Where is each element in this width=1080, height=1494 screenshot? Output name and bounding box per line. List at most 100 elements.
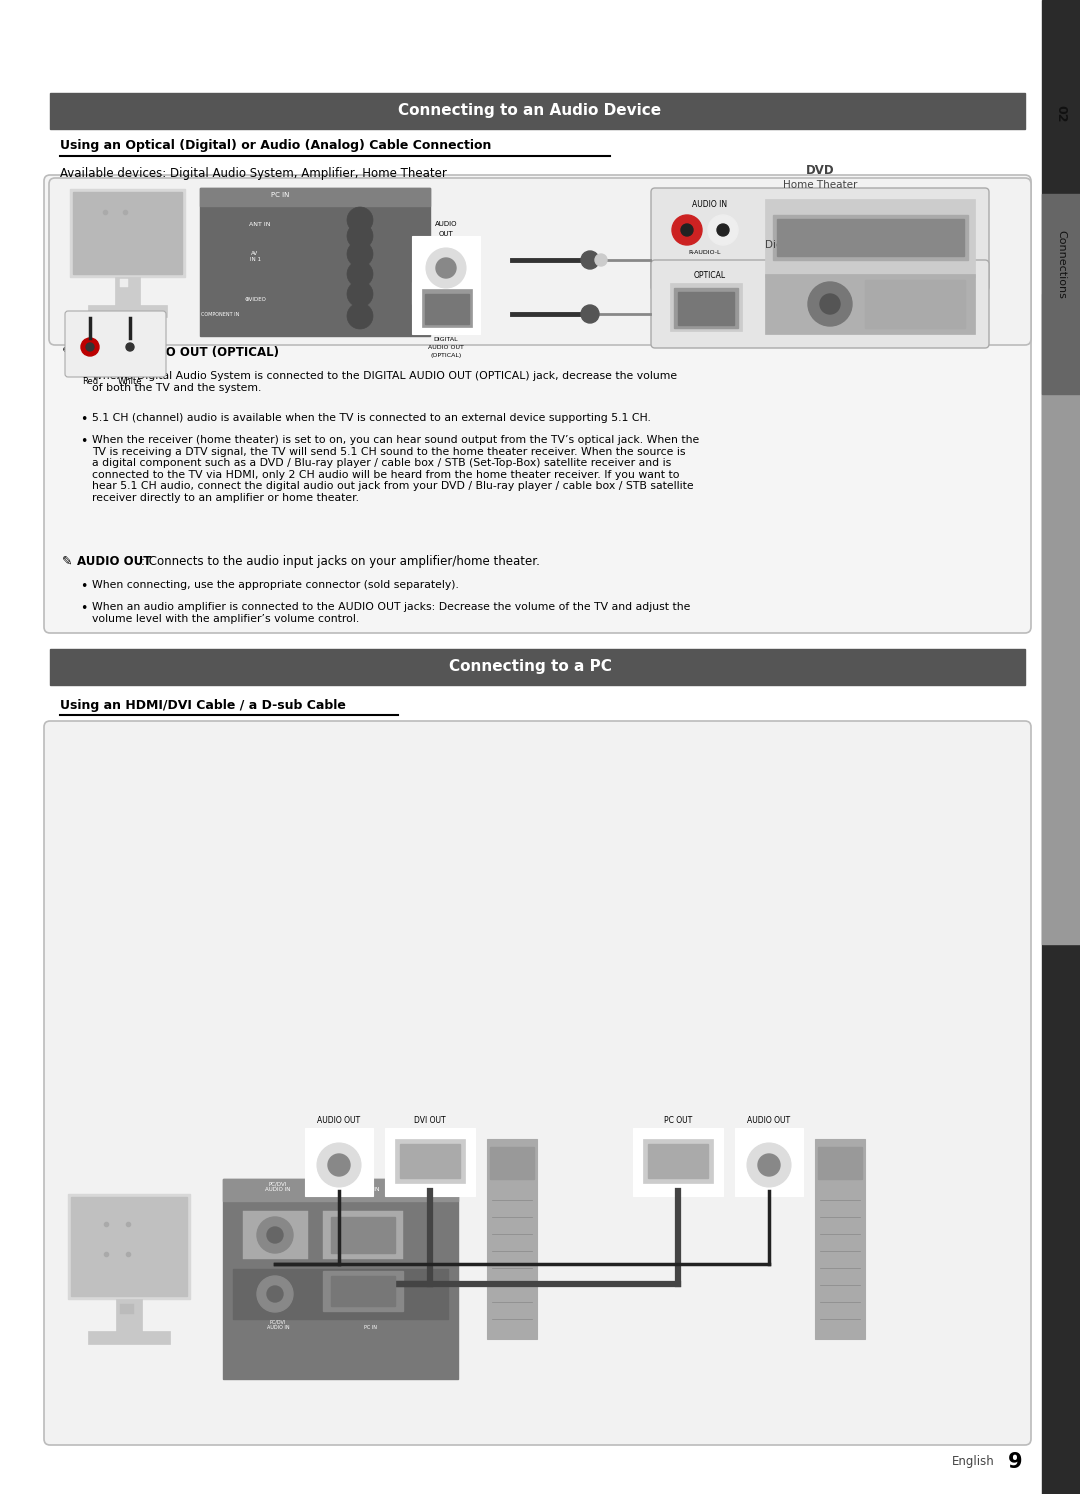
Bar xyxy=(818,1147,862,1179)
Bar xyxy=(487,1138,537,1339)
Text: 5.1 CH (channel) audio is available when the TV is connected to an external devi: 5.1 CH (channel) audio is available when… xyxy=(92,412,651,423)
FancyBboxPatch shape xyxy=(49,178,1031,345)
Text: AUDIO OUT: AUDIO OUT xyxy=(77,554,151,568)
Text: Connecting to an Audio Device: Connecting to an Audio Device xyxy=(399,103,662,118)
Bar xyxy=(120,1304,134,1315)
Circle shape xyxy=(747,1143,791,1188)
Circle shape xyxy=(347,223,373,249)
Text: Red: Red xyxy=(82,376,98,385)
Bar xyxy=(222,1179,458,1379)
Circle shape xyxy=(267,1227,283,1243)
Circle shape xyxy=(347,303,373,329)
Bar xyxy=(305,1128,373,1197)
Text: Using an Optical (Digital) or Audio (Analog) Cable Connection: Using an Optical (Digital) or Audio (Ana… xyxy=(60,139,491,152)
Bar xyxy=(116,1298,141,1333)
FancyBboxPatch shape xyxy=(651,260,989,348)
Bar xyxy=(865,279,966,329)
Circle shape xyxy=(347,208,373,233)
Text: When a Digital Audio System is connected to the DIGITAL AUDIO OUT (OPTICAL) jack: When a Digital Audio System is connected… xyxy=(92,371,677,393)
Bar xyxy=(678,291,734,326)
Bar xyxy=(735,1128,804,1197)
Text: White: White xyxy=(118,376,143,385)
Text: PC OUT: PC OUT xyxy=(664,1116,692,1125)
Bar xyxy=(87,305,167,317)
Text: AUDIO IN: AUDIO IN xyxy=(692,200,728,209)
Bar xyxy=(200,188,430,206)
Text: PC IN: PC IN xyxy=(365,1325,378,1330)
Text: Connecting to a PC: Connecting to a PC xyxy=(448,659,611,674)
Bar xyxy=(422,288,472,327)
Text: PC IN: PC IN xyxy=(363,1188,379,1192)
Circle shape xyxy=(672,215,702,245)
Bar xyxy=(323,1271,403,1312)
FancyBboxPatch shape xyxy=(44,175,1031,633)
Text: AUDIO: AUDIO xyxy=(435,221,457,227)
Bar xyxy=(411,282,480,335)
Circle shape xyxy=(581,305,599,323)
Bar xyxy=(71,1197,187,1295)
Text: ✎: ✎ xyxy=(62,347,72,359)
Text: ⊕VIDEO: ⊕VIDEO xyxy=(244,297,266,302)
Bar xyxy=(765,273,975,335)
Text: Using an HDMI/DVI Cable / a D-sub Cable: Using an HDMI/DVI Cable / a D-sub Cable xyxy=(60,699,346,711)
Bar xyxy=(773,215,968,260)
Text: English: English xyxy=(953,1455,995,1469)
Text: OUT: OUT xyxy=(438,232,454,238)
Text: OPTICAL: OPTICAL xyxy=(694,270,726,279)
Bar xyxy=(73,193,183,273)
Text: AUDIO OUT: AUDIO OUT xyxy=(428,345,464,350)
Circle shape xyxy=(708,215,738,245)
Circle shape xyxy=(347,281,373,306)
Circle shape xyxy=(581,251,599,269)
Text: PC IN: PC IN xyxy=(271,193,289,199)
Text: PC/DVI
AUDIO IN: PC/DVI AUDIO IN xyxy=(267,1319,289,1330)
Bar xyxy=(765,199,975,276)
Bar xyxy=(243,1212,308,1259)
Text: DVD: DVD xyxy=(806,164,835,176)
Bar xyxy=(330,1276,395,1306)
Circle shape xyxy=(808,282,852,326)
Text: AUDIO OUT: AUDIO OUT xyxy=(318,1116,361,1125)
Text: DIGITAL: DIGITAL xyxy=(434,338,458,342)
Circle shape xyxy=(267,1286,283,1301)
Text: : Connects to the audio input jacks on your amplifier/home theater.: : Connects to the audio input jacks on y… xyxy=(141,554,540,568)
Circle shape xyxy=(257,1218,293,1253)
Text: ✎: ✎ xyxy=(62,554,72,568)
Text: When the receiver (home theater) is set to on, you can hear sound output from th: When the receiver (home theater) is set … xyxy=(92,435,699,503)
Text: COMPONENT IN: COMPONENT IN xyxy=(201,312,239,317)
Circle shape xyxy=(426,248,465,288)
Circle shape xyxy=(347,241,373,267)
Bar xyxy=(633,1128,723,1197)
Circle shape xyxy=(257,1276,293,1312)
Text: PC/DVI
AUDIO IN: PC/DVI AUDIO IN xyxy=(266,1182,291,1192)
Text: 02: 02 xyxy=(1054,105,1067,123)
Text: Available devices: Digital Audio System, Amplifier, Home Theater: Available devices: Digital Audio System,… xyxy=(60,167,447,181)
Bar xyxy=(395,1138,465,1183)
Bar xyxy=(411,236,480,303)
Circle shape xyxy=(121,338,139,356)
Bar xyxy=(330,1218,395,1253)
FancyBboxPatch shape xyxy=(651,188,989,291)
Bar xyxy=(400,1144,460,1177)
Bar xyxy=(50,93,1025,128)
Bar xyxy=(648,1144,708,1177)
Bar xyxy=(233,1268,448,1319)
Bar xyxy=(120,279,129,287)
Bar xyxy=(670,282,742,332)
Bar xyxy=(815,1138,865,1339)
Text: 9: 9 xyxy=(1008,1452,1023,1472)
Bar xyxy=(70,190,185,276)
Circle shape xyxy=(81,338,99,356)
Circle shape xyxy=(347,261,373,287)
Circle shape xyxy=(717,224,729,236)
Bar xyxy=(426,294,469,324)
Circle shape xyxy=(328,1153,350,1176)
Bar xyxy=(68,1194,190,1298)
Bar xyxy=(490,1147,534,1179)
Bar xyxy=(777,220,964,255)
Bar xyxy=(1042,0,1080,1494)
FancyBboxPatch shape xyxy=(65,311,166,376)
Text: Digital Audio System: Digital Audio System xyxy=(766,241,875,249)
Bar xyxy=(674,288,738,329)
Bar xyxy=(200,188,430,336)
